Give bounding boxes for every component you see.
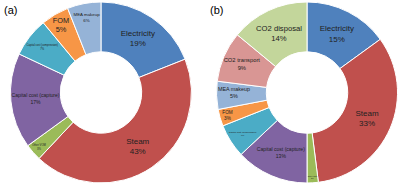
svg-text:Steam33%: Steam33% bbox=[356, 109, 379, 128]
svg-text:MEA makeup5%: MEA makeup5% bbox=[218, 86, 250, 99]
svg-text:Capital cost (compression)6%: Capital cost (compression)6% bbox=[229, 131, 257, 136]
svg-text:Electricity15%: Electricity15% bbox=[320, 24, 354, 43]
svg-text:Steam43%: Steam43% bbox=[126, 137, 149, 156]
svg-text:Capital cost (capture)17%: Capital cost (capture)17% bbox=[12, 92, 60, 105]
svg-text:MEA makeup6%: MEA makeup6% bbox=[73, 12, 100, 23]
svg-text:(b): (b) bbox=[210, 4, 223, 16]
svg-text:(a): (a) bbox=[4, 4, 17, 16]
svg-text:FOM5%: FOM5% bbox=[53, 16, 69, 35]
svg-text:CO2 disposal14%: CO2 disposal14% bbox=[256, 24, 302, 43]
svg-text:Capital cost (capture)13%: Capital cost (capture)13% bbox=[257, 146, 305, 159]
svg-text:Other VOM3%: Other VOM3% bbox=[32, 143, 47, 151]
svg-text:FOM3%: FOM3% bbox=[222, 110, 233, 121]
svg-text:Electricity19%: Electricity19% bbox=[121, 29, 155, 48]
svg-text:Capital cost (compression)7%: Capital cost (compression)7% bbox=[26, 43, 58, 50]
svg-text:CO2 transport9%: CO2 transport9% bbox=[224, 57, 261, 71]
svg-text:Other VOM2%: Other VOM2% bbox=[308, 175, 318, 179]
